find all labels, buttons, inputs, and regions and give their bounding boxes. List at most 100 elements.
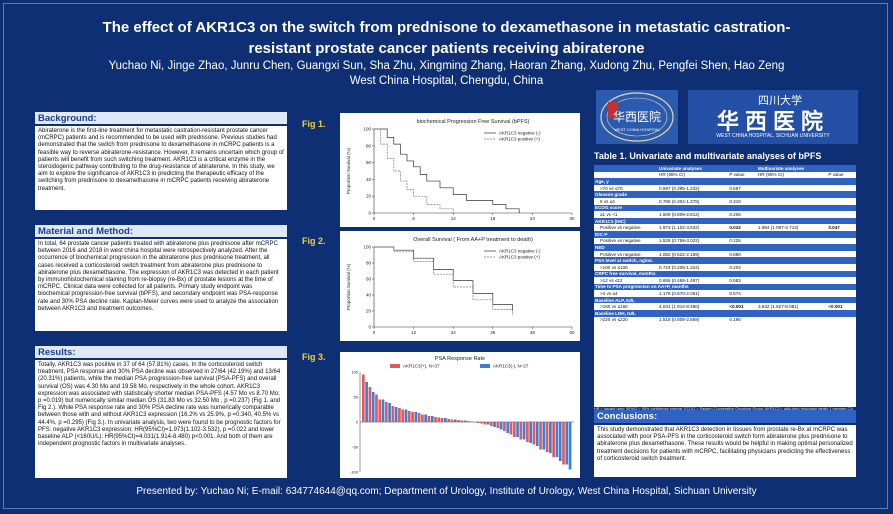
y-tick-label: 100 [363,245,371,250]
table1-row: >160 vs ≤160 4.031 (1.914-8.480) <0.001 3.8… [594,303,856,311]
background-text: Abiraterone is the first-line treatment … [35,126,287,210]
table1-sub-hr1: HR (95% CI) [658,171,729,179]
authors: Yuchao Ni, Jinge Zhao, Junru Chen, Guang… [108,60,785,72]
methods-text: In total, 64 prostate cancer patients tr… [35,239,287,331]
table1-cell-p1: 0.583 [728,277,757,284]
table1-cell-hr2: 3.842 (1.827-8.081) [756,303,828,311]
y-tick-label: 0 [368,211,371,216]
bar [417,413,421,422]
y-tick-label: 60 [366,277,372,282]
chart-title: PSA Response Rate [435,356,485,362]
table1-cell-hr2 [756,211,828,218]
legend-label: AKR1C3 negative (-) [499,249,541,254]
fig2-label: Fig 2. [302,236,326,246]
results-heading: Results: [35,346,287,358]
table1-cell-label: >12 vs ≤12 [594,277,658,284]
x-tick-label: 36 [490,330,496,335]
y-tick-label: 0 [356,420,359,425]
results-text: Totally, AKR1C3 was positive in 37 of 64… [35,360,287,478]
km-line-series-1 [374,128,454,213]
table1-cell-p2 [827,316,856,324]
table1-cell-hr1: 0.708 (0.304-1.378) [658,197,729,205]
table1-section-label: Baseline ALP, IU/L [594,296,856,304]
bar [532,422,536,445]
background-heading: Background: [35,112,287,124]
bar [545,422,549,452]
table1-cell-p1: 0.206 [728,211,757,218]
table1-subheader-row: HR (95% CI) P value HR (95% CI) P value [594,171,856,179]
bar [378,399,382,422]
x-tick-label: 18 [490,216,496,221]
logo1-text: 华西医院 [612,110,661,124]
table1-row: >220 vs ≤220 1.518 (0.808-2.859) 0.196 [594,316,856,324]
legend-label: AKR1C3(-), N=27 [493,364,529,369]
x-tick-label: 24 [530,216,536,221]
table1-cell-p1: <0.001 [728,303,757,311]
y-tick-label: 80 [366,261,372,266]
table1-cell-hr1: 4.031 (1.914-8.480) [658,303,729,311]
logo1-sub: WEST CHINA HOSPITAL [614,127,660,132]
title-line-2: resistant prostate cancer patients recei… [248,40,645,57]
y-axis-label: Proportion Survival (%) [346,263,351,310]
bar [421,414,424,422]
x-tick-label: 0 [373,216,376,221]
table1-cell-hr1: 1.509 (0.809-2.812) [658,211,729,218]
table1-cell-p1: 0.687 [728,184,757,192]
bar [437,417,441,422]
y-tick-label: 60 [366,160,372,165]
table1-cell-hr1: 1.973 (1.102-3.532) [658,224,729,231]
table1: Univariate analyses Multivariate analyse… [594,165,856,407]
table1-section-label: ECOG score [594,204,856,212]
poster-border [3,3,888,509]
bar [549,422,552,453]
footer: Presented by: Yuchao Ni; E-mail: 6347746… [136,486,757,497]
x-tick-label: 0 [373,330,376,335]
bar [493,422,496,427]
y-tick-label: 80 [366,143,372,148]
x-tick-label: 60 [569,330,575,335]
bar [368,387,372,422]
legend-label: AKR1C3(+), N=37 [403,364,440,369]
table1-cell-label: >160 vs ≤160 [594,303,658,311]
hospital-logo-seal: 华西医院 WEST CHINA HOSPITAL [596,90,678,144]
table1-cell-hr2 [756,316,828,324]
table1-cell-p1: 0.204 [728,263,757,271]
logo2-text: 华西医院 [716,110,829,135]
table1-title-text: Table 1. Univariate and multivariate ana… [594,151,822,161]
bar [434,417,437,422]
table1-row: AKR1C3 (IHC) [594,217,856,225]
bar [496,422,500,428]
table1-row: 5 vs ≤4 0.708 (0.304-1.378) 0.310 [594,197,856,205]
bar [483,422,487,425]
fig1-label: Fig 1. [302,119,326,129]
table1-row: Age, y [594,178,856,185]
table1-cell-hr1: 1.082 (0.522-2.159) [658,250,729,258]
table1-row: >12 vs ≤12 0.655 (0.468-1.497) 0.583 [594,277,856,284]
table1-cell-hr2 [756,250,828,258]
logo2-top: 四川大学 [758,94,802,107]
chart-bpfs-svg: biochemical Progression Free Survival (b… [346,119,575,221]
bar [542,422,546,450]
table1-row: Baseline ALP, IU/L [594,296,856,304]
legend-swatch [480,364,490,368]
table1-cell-hr1: 0.724 (0.208-1.324) [658,263,729,271]
bar [486,422,490,425]
table1-cell-p2 [827,211,856,218]
methods-paragraph: In total, 64 prostate cancer patients tr… [38,241,279,312]
y-tick-label: -100 [350,470,359,475]
conclusions-text: This study demonstrated that AKR1C3 dete… [594,425,856,477]
chart-title: biochemical Progression Free Survival (b… [417,119,530,125]
table1-row: Positive vs negative 1.973 (1.102-3.532) 0… [594,224,856,231]
table1-header-row: Univariate analyses Multivariate analyse… [594,165,856,172]
seal-emblem-icon [600,92,674,142]
bar [371,392,375,422]
x-tick-label: 12 [411,330,417,335]
table1-section-label: PSA level at switch, ng/mL [594,257,856,264]
table1-row: NED [594,244,856,251]
bar [362,374,365,422]
bar [460,420,464,422]
table1-sub-hr2: HR (95% CI) [756,171,828,179]
km-line-series-0 [374,128,520,213]
bar [407,411,411,422]
